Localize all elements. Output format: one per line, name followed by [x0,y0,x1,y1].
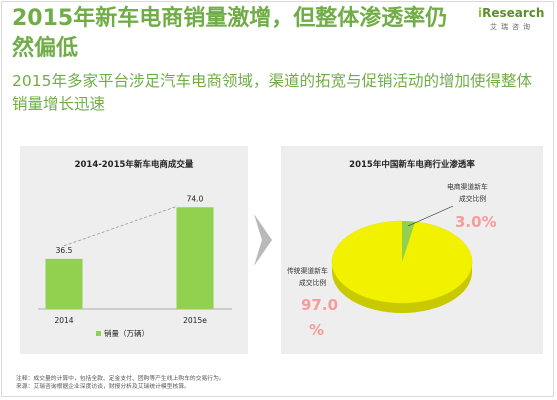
footnote-line: 来源：艾瑞咨询根据企业深度访谈，财报分析及艾瑞统计模型核算。 [16,384,190,390]
pie-value-ecommerce: 3.0% [455,213,497,231]
trend-line [63,205,178,247]
pie-label-traditional: 传统渠道新车 [287,266,328,275]
pie-leader-line [407,205,454,227]
page-subtitle: 2015年多家平台涉足汽车电商领域，渠道的拓宽与促销活动的增加使得整体销量增长迅… [12,72,532,113]
logo-subtext: 艾瑞咨询 [490,23,534,31]
bar-value-label: 74.0 [187,194,204,203]
iresearch-logo: iResearch 艾瑞咨询 [478,6,550,36]
bar-chart: 36.5 2014 74.0 2015e 销量（万辆） [38,194,232,338]
pie-value-traditional-unit: % [309,321,324,339]
legend-label: 销量（万辆） [104,328,149,338]
footnote: 注释：成交量的计算中，包括全款、定金支付、团购等产生线上购车的交易行为。 来源：… [16,375,546,391]
pie-label-traditional: 成交比例 [299,278,326,287]
bar-chart-panel: 2014-2015年新车电商成交量 36.5 2014 74.0 2015e 销量（万辆… [20,146,248,354]
logo-brand: iResearch [478,6,545,20]
pie-chart-title: 2015年中国新车电商行业渗透率 [349,160,475,170]
bar-value-label: 36.5 [56,246,73,255]
x-tick-label: 2015e [183,316,207,325]
bar [45,258,83,309]
bar-chart-title: 2014-2015年新车电商成交量 [74,160,194,170]
pie-side [332,262,472,313]
chevron-right-icon [254,214,272,266]
pie-label-ecommerce: 成交比例 [459,194,486,203]
footnote-line: 注释：成交量的计算中，包括全款、定金支付、团购等产生线上购车的交易行为。 [16,376,225,382]
pie-chart-panel: 2015年中国新车电商行业渗透率 电商渠道新车 成交比例 3.0% 传统渠道新车 成交比… [281,146,543,354]
bar [176,207,214,309]
pie-label-ecommerce: 电商渠道新车 [447,182,488,191]
pie-slice-traditional [331,220,473,304]
x-tick-label: 2014 [54,316,73,325]
legend-swatch [96,331,101,336]
pie-value-traditional: 97.0 [301,296,338,314]
page-title: 2015年新车电商销量激增，但整体渗透率仍然偏低 [12,6,448,61]
pie-slice-ecommerce [402,221,416,262]
